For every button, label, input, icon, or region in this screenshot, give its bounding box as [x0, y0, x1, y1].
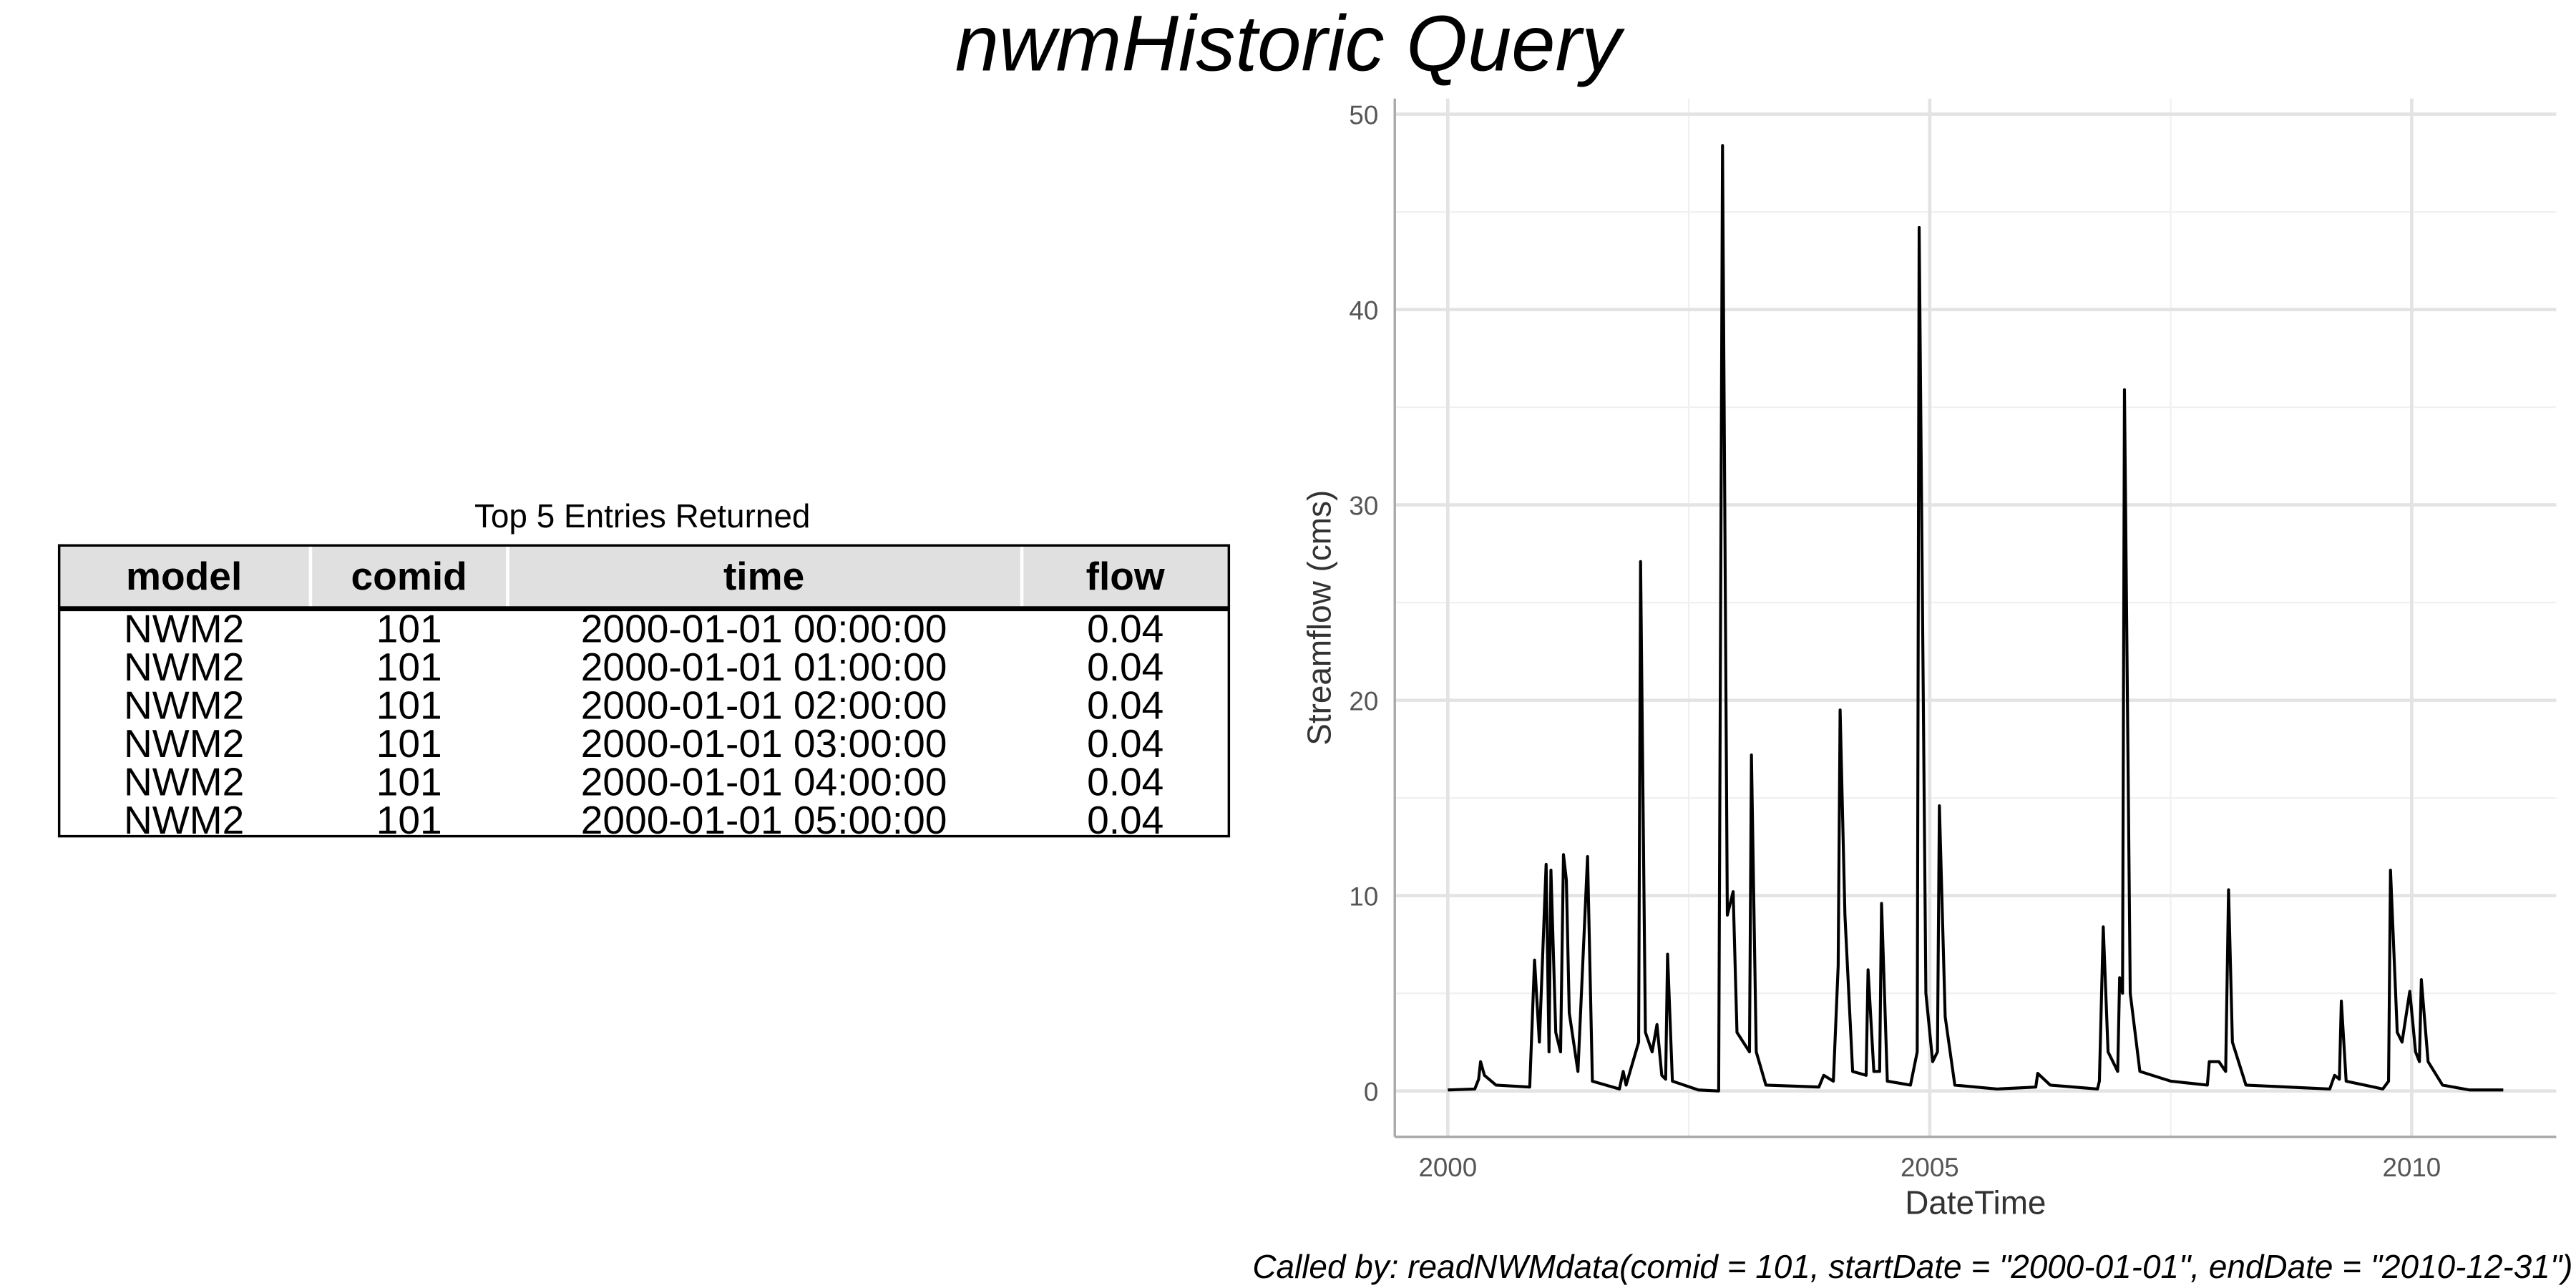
table-cell: 2000-01-01 02:00:00	[581, 683, 947, 728]
y-axis-title: Streamflow (cms)	[1301, 490, 1338, 746]
table-cell: 0.04	[1087, 645, 1163, 689]
table-title: Top 5 Entries Returned	[474, 497, 811, 535]
table-border	[57, 544, 1231, 838]
y-tick-label: 30	[1349, 491, 1378, 520]
table-cell: 2000-01-01 00:00:00	[581, 607, 947, 651]
table-cell: 2000-01-01 03:00:00	[581, 721, 947, 766]
table-cell: 0.04	[1087, 721, 1163, 766]
table-cell: NWM2	[124, 760, 244, 804]
table-cell: 101	[376, 607, 442, 651]
column-header: comid	[351, 554, 467, 598]
y-tick-label: 50	[1349, 100, 1378, 130]
table-cell: 101	[376, 760, 442, 804]
table-cell: 2000-01-01 04:00:00	[581, 760, 947, 804]
table-cell: 0.04	[1087, 760, 1163, 804]
caption: Called by: readNWMdata(comid = 101, star…	[1252, 1248, 2572, 1285]
table-cell: 0.04	[1087, 607, 1163, 651]
table-cell: 101	[376, 721, 442, 766]
table-cell: 0.04	[1087, 798, 1163, 842]
x-tick-label: 2000	[1418, 1153, 1477, 1182]
table-cell: 101	[376, 683, 442, 728]
table-cell: 0.04	[1087, 683, 1163, 728]
table-cell: NWM2	[124, 607, 244, 651]
y-tick-label: 20	[1349, 686, 1378, 716]
table: model comid time flow NWM2 101 2000-01-01 00:0…	[57, 544, 1231, 842]
x-axis-title: DateTime	[1905, 1184, 2046, 1221]
table-cell: NWM2	[124, 645, 244, 689]
flow-line	[1448, 144, 2504, 1093]
y-tick-label: 0	[1364, 1077, 1378, 1106]
x-tick-label: 2010	[2383, 1153, 2441, 1182]
x-tick-label: 2005	[1901, 1153, 1959, 1182]
y-tick-label: 40	[1349, 296, 1378, 325]
table-cell: NWM2	[124, 798, 244, 842]
y-tick-label: 10	[1349, 882, 1378, 911]
column-header: time	[723, 554, 804, 598]
table-cell: 2000-01-01 05:00:00	[581, 798, 947, 842]
table-cell: 2000-01-01 01:00:00	[581, 645, 947, 689]
table-cell: 101	[376, 645, 442, 689]
figure-title: nwmHistoric Query	[955, 0, 1626, 88]
chart: 0 10 20 30 40 50 2000 2005 2010 DateTime Streamflo…	[1301, 98, 2557, 1221]
table-cell: NWM2	[124, 721, 244, 766]
column-header: flow	[1086, 554, 1165, 598]
table-cell: NWM2	[124, 683, 244, 728]
table-header-bg	[59, 545, 1229, 608]
table-cell: 101	[376, 798, 442, 842]
column-header: model	[126, 554, 242, 598]
